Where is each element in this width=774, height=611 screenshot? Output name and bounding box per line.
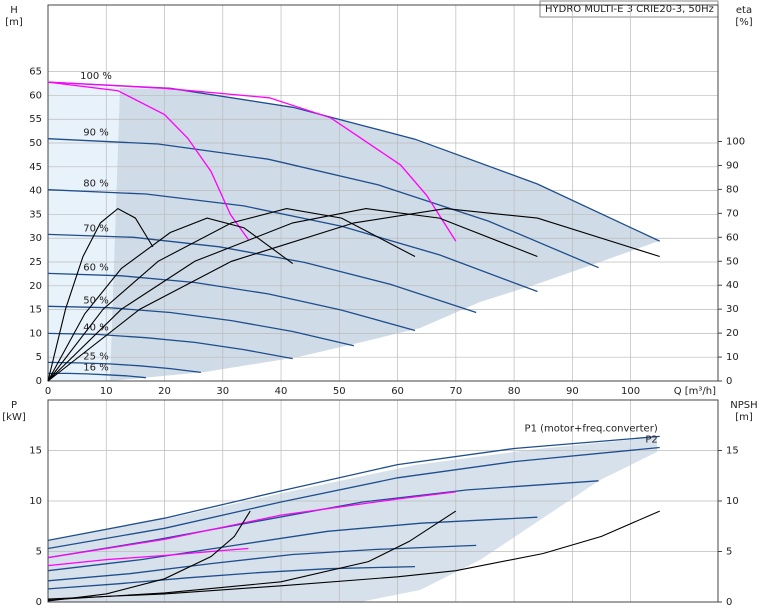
y-tick-label: 15 xyxy=(29,305,42,316)
x-tick-label: 50 xyxy=(333,386,346,397)
y2-unit: [%] xyxy=(735,17,752,28)
curve xyxy=(47,435,660,542)
y2-label: eta xyxy=(736,5,752,16)
y-tick-label: 10 xyxy=(29,496,42,507)
y2-tick-label: 20 xyxy=(726,328,739,339)
plot-frame xyxy=(47,399,719,603)
y2-tick-label: 70 xyxy=(726,208,739,219)
power-area xyxy=(48,437,657,602)
curve xyxy=(47,138,599,269)
y-tick-label: 20 xyxy=(29,281,42,292)
y-tick-label: 35 xyxy=(29,209,42,220)
x-label: Q [m³/h] xyxy=(674,386,716,397)
curve-label: 60 % xyxy=(83,262,108,273)
curve xyxy=(47,217,294,382)
y2-tick-label: 60 xyxy=(726,232,739,243)
y2-tick-label: 80 xyxy=(726,184,739,195)
curve xyxy=(47,81,457,242)
y2-tick-label: 10 xyxy=(726,352,739,363)
curve xyxy=(47,208,416,382)
y2-tick-label: 0 xyxy=(726,376,732,387)
x-tick-label: 10 xyxy=(100,386,113,397)
y2-tick-label: 15 xyxy=(726,446,739,457)
curve xyxy=(47,446,660,550)
y2-unit: [m] xyxy=(735,412,753,423)
y-tick-label: 30 xyxy=(29,233,42,244)
curve xyxy=(47,233,477,314)
curve-label: P1 (motor+freq.converter) xyxy=(525,423,658,434)
x-tick-label: 100 xyxy=(621,386,640,397)
curve xyxy=(47,491,456,559)
curve xyxy=(47,305,355,347)
y-unit: [m] xyxy=(5,17,23,28)
curve xyxy=(47,510,660,600)
y2-label: NPSH xyxy=(730,400,757,411)
y2-tick-label: 100 xyxy=(726,137,745,148)
y-tick-label: 65 xyxy=(29,67,42,78)
curve xyxy=(47,510,457,601)
curve xyxy=(47,272,416,332)
curve-label: 90 % xyxy=(83,128,108,139)
x-tick-label: 20 xyxy=(158,386,171,397)
curve-label: 70 % xyxy=(83,223,108,234)
x-tick-label: 70 xyxy=(449,386,462,397)
y-tick-label: 0 xyxy=(36,597,42,608)
x-tick-label: 0 xyxy=(45,386,51,397)
curve xyxy=(47,208,660,382)
y2-tick-label: 50 xyxy=(726,256,739,267)
y-tick-label: 45 xyxy=(29,162,42,173)
curve-label: 25 % xyxy=(83,351,108,362)
curve xyxy=(48,372,146,379)
y-tick-label: 10 xyxy=(29,328,42,339)
y2-tick-label: 0 xyxy=(726,597,732,608)
curve xyxy=(47,516,538,572)
curve-label: 50 % xyxy=(83,295,108,306)
y-tick-label: 60 xyxy=(29,90,42,101)
y2-tick-label: 90 xyxy=(726,160,739,171)
x-tick-label: 80 xyxy=(508,386,521,397)
y-tick-label: 0 xyxy=(36,376,42,387)
curve xyxy=(47,81,249,240)
y-tick-label: 55 xyxy=(29,114,42,125)
curve xyxy=(47,207,154,382)
y2-tick-label: 10 xyxy=(726,496,739,507)
x-tick-label: 40 xyxy=(275,386,288,397)
y-label: P xyxy=(11,400,17,411)
y-label: H xyxy=(10,5,18,16)
y-unit: [kW] xyxy=(2,412,26,423)
y2-tick-label: 40 xyxy=(726,280,739,291)
title: HYDRO MULTI-E 3 CRIE20-3, 50Hz xyxy=(545,4,714,15)
y-tick-label: 5 xyxy=(36,352,42,363)
y-tick-label: 15 xyxy=(29,446,42,457)
curve-label: 16 % xyxy=(83,362,108,373)
x-tick-label: 30 xyxy=(216,386,229,397)
x-tick-label: 90 xyxy=(566,386,579,397)
curve xyxy=(47,544,477,582)
curve xyxy=(47,547,249,567)
curve-label: 80 % xyxy=(83,179,108,190)
curve-label: P2 xyxy=(645,434,657,445)
y2-tick-label: 5 xyxy=(726,547,732,558)
curve-label: 40 % xyxy=(83,322,108,333)
y-tick-label: 40 xyxy=(29,186,42,197)
plot-frame xyxy=(47,4,719,382)
range-area xyxy=(110,88,659,381)
y-tick-label: 5 xyxy=(36,547,42,558)
curve-label: 100 % xyxy=(80,71,112,82)
curve xyxy=(47,208,538,382)
curve xyxy=(47,189,538,293)
y2-tick-label: 30 xyxy=(726,304,739,315)
y-tick-label: 25 xyxy=(29,257,42,268)
curve xyxy=(47,565,416,590)
curve xyxy=(47,332,293,360)
curve xyxy=(47,361,201,374)
curve xyxy=(47,510,251,602)
y-tick-label: 50 xyxy=(29,138,42,149)
x-tick-label: 60 xyxy=(391,386,404,397)
